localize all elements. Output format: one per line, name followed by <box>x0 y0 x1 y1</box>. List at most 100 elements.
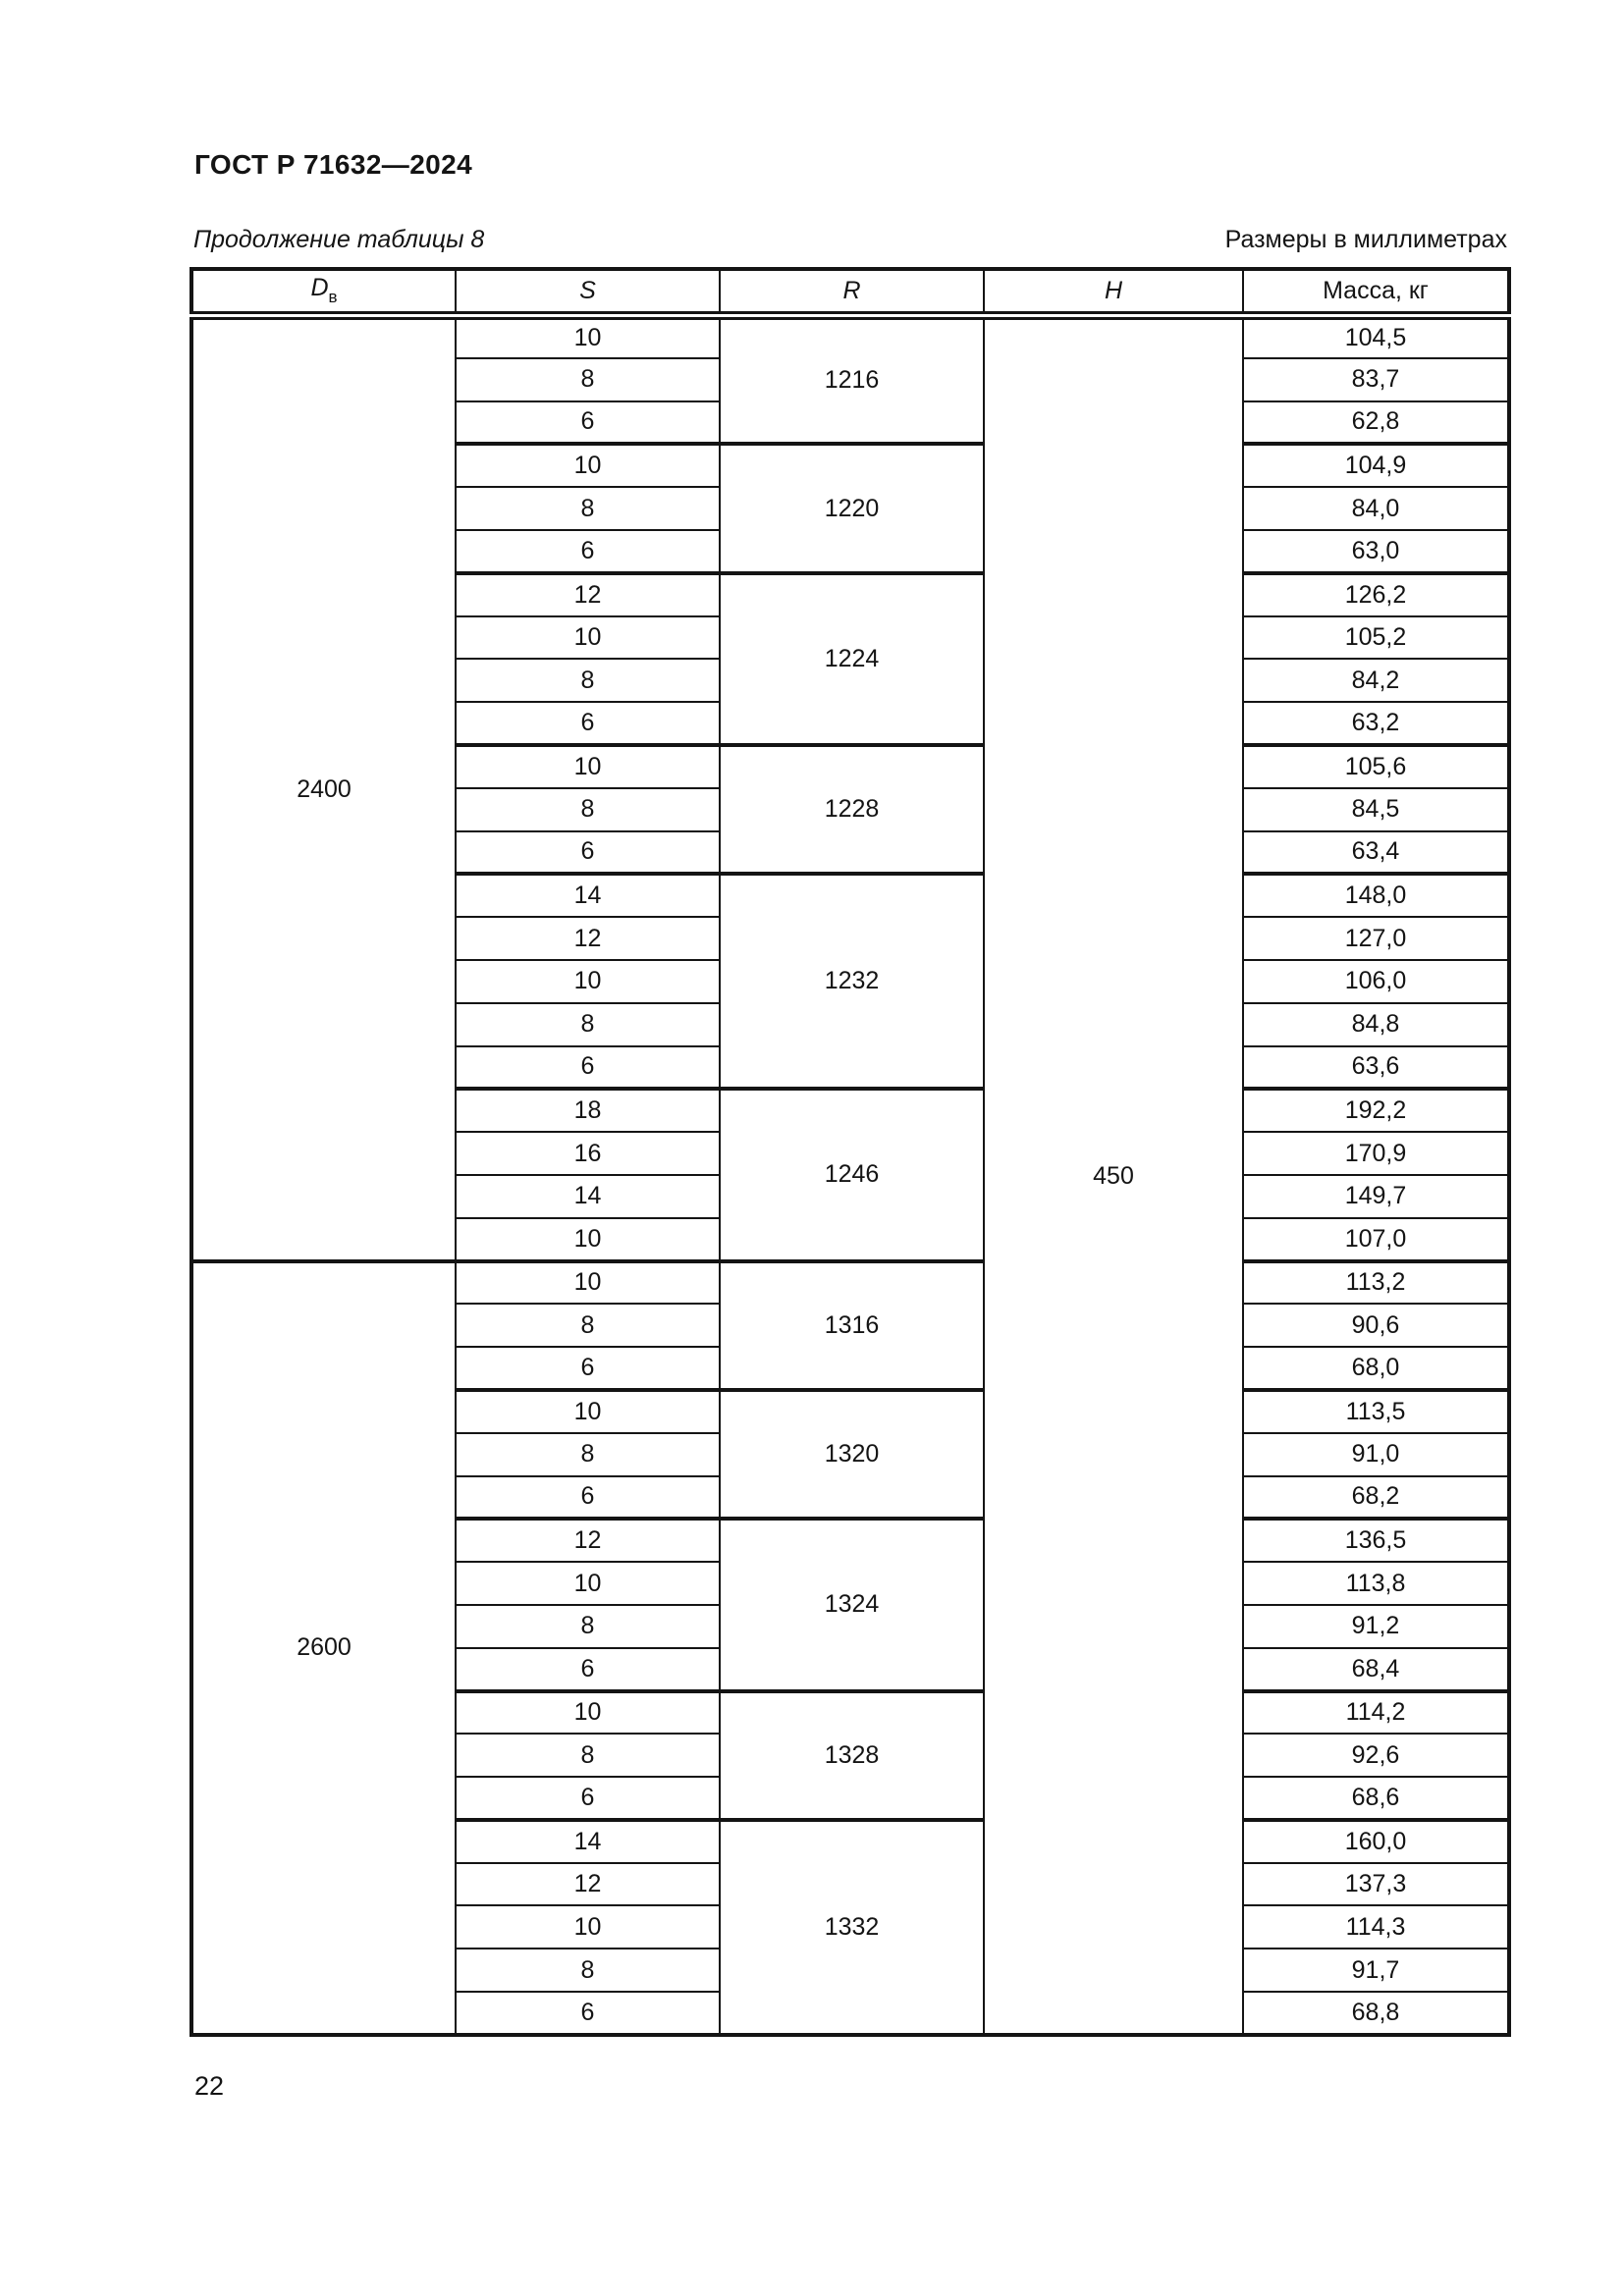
mass-cell: 113,5 <box>1242 1387 1510 1434</box>
s-cell: 6 <box>455 701 721 746</box>
table-row: 10 114,3 <box>191 1904 1510 1950</box>
s-cell: 8 <box>455 1431 721 1477</box>
mass-cell: 63,0 <box>1242 528 1510 574</box>
s-cell: 8 <box>455 1948 721 1994</box>
header-row: Dв S R H Масса, кг <box>190 268 1510 320</box>
mass-cell: 63,6 <box>1242 1044 1510 1091</box>
mass-cell: 91,2 <box>1242 1603 1510 1649</box>
r-cell: 1220 <box>719 442 985 574</box>
table-caption: Продолжение таблицы 8 <box>193 226 485 253</box>
r-cell: 1320 <box>719 1387 985 1521</box>
mass-cell: 84,5 <box>1242 786 1510 832</box>
table-row: 8 84,8 <box>191 1001 1510 1047</box>
s-cell: 10 <box>455 742 721 789</box>
mass-cell: 149,7 <box>1242 1173 1510 1219</box>
table-row: 8 91,0 <box>191 1431 1510 1477</box>
table-row: 10 113,8 <box>191 1561 1510 1606</box>
s-cell: 6 <box>455 1991 721 2036</box>
table-row: 2600 10 1316 113,2 <box>190 1258 1510 2036</box>
mass-cell: 62,8 <box>1242 400 1510 446</box>
table-row: 14 149,7 <box>191 1173 1510 1219</box>
h-cell: 450 <box>983 313 1244 2036</box>
mass-cell: 84,8 <box>1242 1001 1510 1047</box>
header-cell-h: H <box>983 268 1244 320</box>
s-cell: 10 <box>455 614 721 661</box>
s-cell: 6 <box>455 528 721 574</box>
mass-cell: 105,2 <box>1242 614 1510 661</box>
table-row: 12 137,3 <box>191 1861 1510 1907</box>
s-cell: 10 <box>455 442 721 489</box>
mass-cell: 68,0 <box>1242 1346 1510 1391</box>
table-row: 6 63,0 <box>191 528 1510 574</box>
s-cell: 8 <box>455 1303 721 1349</box>
mass-cell: 83,7 <box>1242 356 1510 402</box>
d-symbol: D <box>310 274 329 302</box>
mass-cell: 63,4 <box>1242 829 1510 876</box>
mass-cell: 106,0 <box>1242 958 1510 1004</box>
mass-cell: 107,0 <box>1242 1216 1510 1262</box>
table-row: 10 107,0 <box>191 1216 1510 1262</box>
s-cell: 14 <box>455 1817 721 1864</box>
table-row: 6 68,2 <box>191 1474 1510 1521</box>
table-row: 10 1320 113,5 <box>191 1387 1510 1521</box>
mass-cell: 170,9 <box>1242 1131 1510 1176</box>
r-cell: 1216 <box>719 312 985 446</box>
d-subscript: в <box>328 288 338 307</box>
s-cell: 8 <box>455 356 721 402</box>
mass-cell: 127,0 <box>1242 916 1510 961</box>
s-cell: 6 <box>455 1474 721 1521</box>
table-row: 10 106,0 <box>191 958 1510 1004</box>
d-cell: 2400 <box>190 313 457 1262</box>
s-cell: 16 <box>455 1131 721 1176</box>
s-cell: 8 <box>455 1001 721 1047</box>
mass-cell: 68,6 <box>1242 1776 1510 1821</box>
table-row: 10 1228 105,6 <box>191 742 1510 876</box>
r-cell: 1224 <box>719 570 985 746</box>
s-cell: 8 <box>455 1733 721 1779</box>
r-cell: 1328 <box>719 1688 985 1821</box>
s-cell: 8 <box>455 486 721 531</box>
table-row: 2400 10 1216 450 104,5 <box>190 312 1510 2036</box>
mass-cell: 84,0 <box>1242 486 1510 531</box>
r-symbol: R <box>842 276 861 304</box>
table-row: 6 68,6 <box>191 1776 1510 1821</box>
s-cell: 10 <box>455 1688 721 1735</box>
table-row: 12 1324 136,5 <box>191 1517 1510 1692</box>
mass-cell: 92,6 <box>1242 1733 1510 1779</box>
header-cell-r: R <box>719 268 985 320</box>
table-row: 10 1220 104,9 <box>191 442 1510 574</box>
s-cell: 6 <box>455 1776 721 1821</box>
mass-cell: 113,2 <box>1242 1258 1510 1306</box>
header-cell-s: S <box>455 268 721 320</box>
table-row: 6 63,4 <box>191 829 1510 876</box>
mass-cell: 68,2 <box>1242 1474 1510 1521</box>
s-cell: 6 <box>455 400 721 446</box>
s-cell: 10 <box>455 1387 721 1434</box>
mass-cell: 104,5 <box>1242 313 1510 359</box>
s-cell: 10 <box>455 958 721 1004</box>
table-row: 8 84,0 <box>191 486 1510 531</box>
s-cell: 10 <box>455 313 721 359</box>
table-row: 8 83,7 <box>191 356 1510 402</box>
d-cell: 2600 <box>190 1258 457 2036</box>
mass-cell: 104,9 <box>1242 442 1510 489</box>
units-note: Размеры в миллиметрах <box>1224 226 1507 253</box>
s-cell: 10 <box>455 1904 721 1950</box>
s-cell: 6 <box>455 829 721 876</box>
s-cell: 12 <box>455 1517 721 1564</box>
s-cell: 6 <box>455 1646 721 1692</box>
s-cell: 8 <box>455 786 721 832</box>
r-cell: 1228 <box>719 742 985 876</box>
table-row: 14 1332 160,0 <box>191 1817 1510 2036</box>
s-cell: 6 <box>455 1346 721 1391</box>
h-symbol: H <box>1104 276 1123 304</box>
table-row: 18 1246 192,2 <box>191 1087 1510 1262</box>
header-cell-d: Dв <box>190 268 457 320</box>
table-row: 8 84,5 <box>191 786 1510 832</box>
r-cell: 1246 <box>719 1087 985 1262</box>
table-row: 8 91,7 <box>191 1948 1510 1994</box>
table-row: 6 63,2 <box>191 701 1510 746</box>
mass-cell: 114,3 <box>1242 1904 1510 1950</box>
mass-cell: 126,2 <box>1242 570 1510 617</box>
s-cell: 12 <box>455 1861 721 1907</box>
